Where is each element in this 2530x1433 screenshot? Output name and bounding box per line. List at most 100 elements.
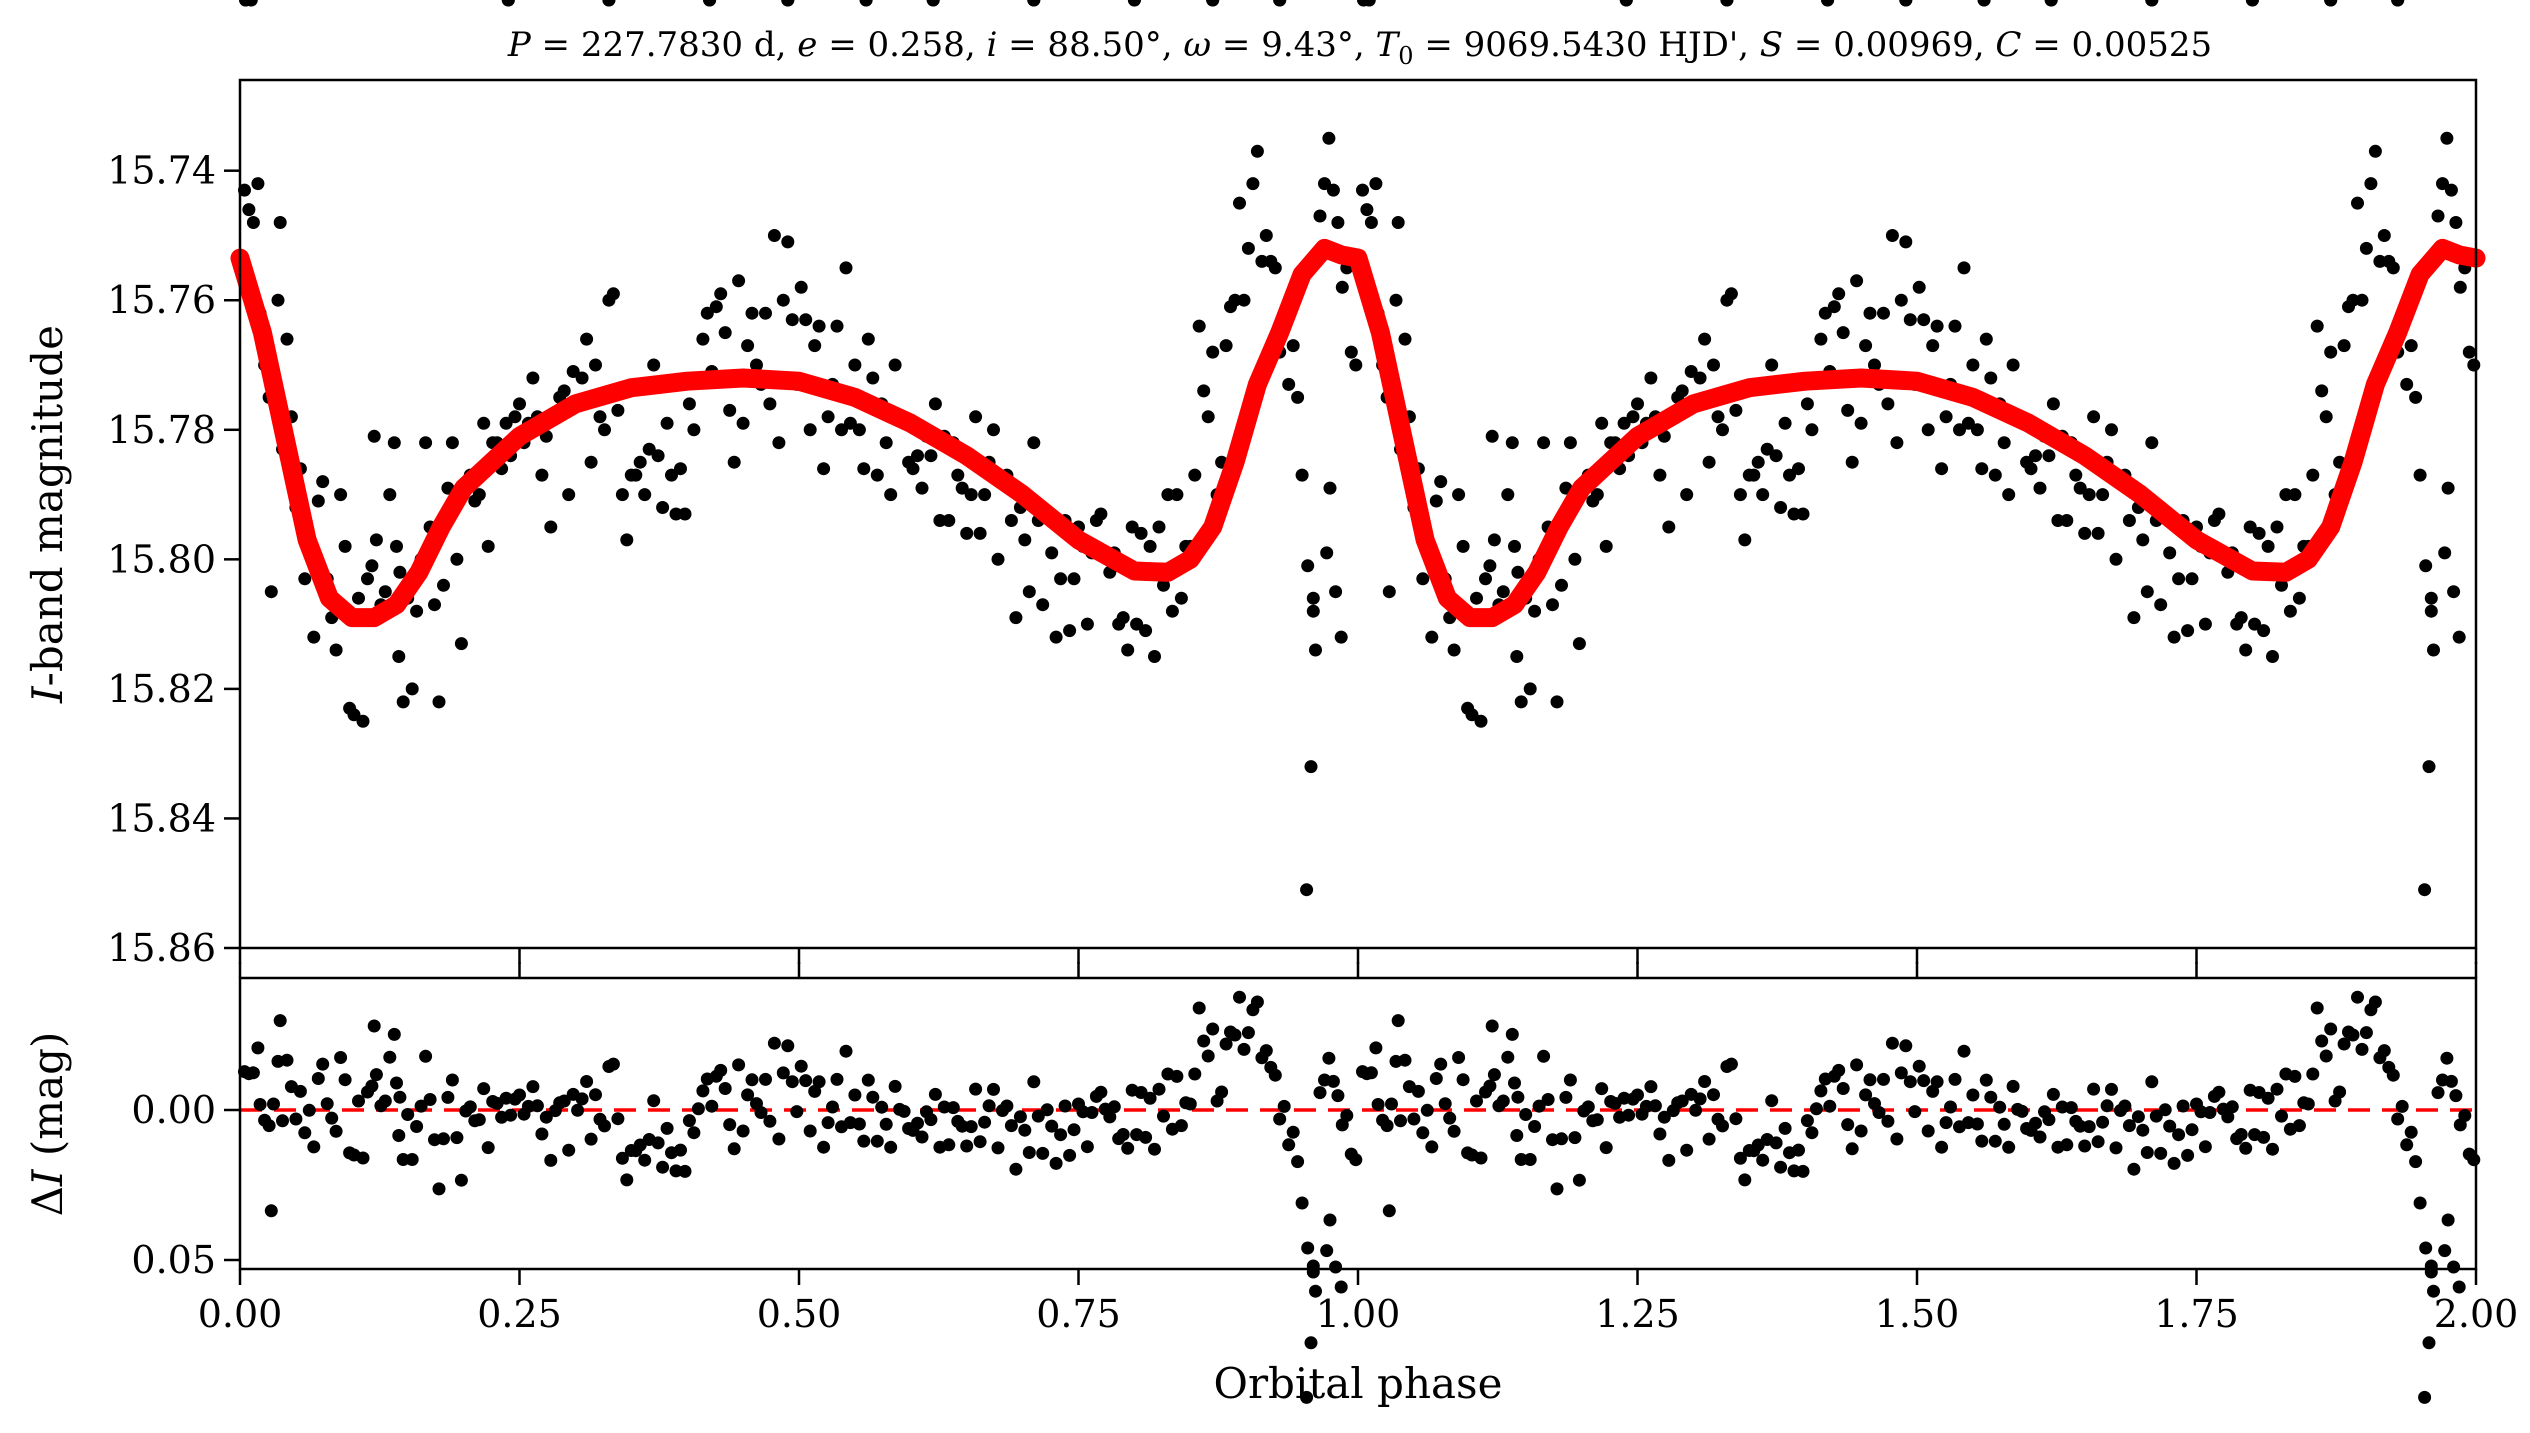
data-point (2351, 196, 2364, 210)
residual-point (2006, 1079, 2020, 1093)
data-point (718, 326, 732, 340)
residual-point (1391, 1014, 1405, 1028)
residual-point (1027, 0, 1041, 7)
residual-point (1291, 1155, 1305, 1169)
residual-point (1975, 1134, 1989, 1148)
data-point (2136, 533, 2150, 547)
data-point (2447, 585, 2461, 599)
y-tick-label: 15.76 (107, 278, 216, 322)
residual-point (1863, 1073, 1877, 1087)
residual-point (334, 1051, 348, 1064)
residual-point (767, 1036, 781, 1050)
residual-point (1823, 1099, 1837, 1113)
residual-point (1443, 1111, 1457, 1125)
residual-point (781, 1039, 795, 1053)
residual-point (2261, 1091, 2275, 1105)
residual-point (1877, 1072, 1890, 1086)
residual-point (264, 1204, 278, 1218)
residual-point (1121, 1141, 1135, 1155)
data-point (665, 468, 678, 482)
data-point (888, 358, 902, 372)
residual-point (356, 1151, 370, 1165)
x-tick-label: 1.00 (1316, 1292, 1401, 1336)
residual-point (1657, 1110, 1671, 1124)
residual-point (1733, 1151, 1747, 1165)
y-tick-label: 15.80 (107, 537, 216, 581)
residual-point (1988, 1134, 2002, 1148)
data-point (1881, 397, 1895, 411)
data-point (1796, 507, 1810, 521)
residual-point (1434, 1057, 1448, 1071)
data-point (1511, 565, 1525, 579)
residual-point (2413, 1196, 2427, 1210)
data-point (1827, 300, 1841, 314)
data-point (1568, 552, 1582, 566)
data-point (557, 384, 571, 398)
residual-point (1215, 1085, 1229, 1099)
data-point (2438, 546, 2452, 560)
residual-point (2212, 1085, 2226, 1099)
residual-point (1273, 0, 1287, 7)
residual-point (1085, 1106, 1099, 1119)
residual-point (2391, 1112, 2405, 1126)
residual-point (946, 1101, 960, 1115)
data-point (1877, 306, 1890, 320)
data-point (714, 287, 728, 301)
title-e-symbol: e (797, 25, 817, 65)
data-point (316, 475, 330, 489)
data-point (593, 410, 607, 424)
data-point (1890, 436, 1904, 450)
data-point (2355, 293, 2369, 307)
data-point (2373, 254, 2387, 268)
residual-point (1201, 1049, 1215, 1063)
data-point (2154, 598, 2168, 612)
residual-point (781, 0, 795, 7)
data-point (1590, 488, 1604, 502)
residual-point (794, 1059, 808, 1073)
residual-point (1957, 1044, 1971, 1058)
residual-point (325, 1111, 339, 1125)
data-point (2096, 488, 2110, 502)
data-point (1778, 416, 1792, 430)
residual-point (772, 1132, 786, 1146)
data-point (1747, 468, 1761, 482)
data-point (2319, 410, 2333, 424)
residual-point (1765, 1094, 1779, 1108)
data-point (1130, 617, 1144, 631)
residual-point (1022, 1146, 1036, 1159)
residual-point (1702, 1132, 1716, 1146)
data-point (1979, 332, 1993, 346)
data-point (973, 526, 987, 540)
data-point (580, 332, 594, 346)
data-point (1282, 377, 1296, 391)
residual-point (1836, 1082, 1850, 1095)
data-point (1320, 546, 1334, 560)
data-point (1707, 358, 1720, 372)
residual-point (1487, 1068, 1501, 1082)
data-point (1134, 526, 1148, 540)
residual-point (2319, 1049, 2333, 1063)
data-point (1300, 883, 1314, 897)
residual-point (1411, 1084, 1425, 1098)
data-point (1716, 423, 1729, 437)
residual-point (393, 1090, 407, 1104)
residual-point (1483, 1079, 1497, 1093)
data-point (1926, 339, 1940, 353)
residual-point (2109, 1141, 2123, 1155)
data-point (1036, 598, 1050, 612)
residual-point (387, 1027, 401, 1041)
data-point (1241, 241, 1255, 255)
data-point (687, 423, 701, 437)
residual-point (1908, 1105, 1922, 1119)
data-point (1483, 559, 1497, 573)
title-omega-symbol: ω (1183, 25, 1211, 65)
residual-point (1590, 1113, 1604, 1127)
residual-y-tick-label: 0.00 (131, 1088, 216, 1132)
data-point (1510, 650, 1524, 663)
residual-point (307, 1140, 321, 1154)
data-point (2279, 488, 2293, 502)
data-point (334, 488, 348, 502)
residual-point (1018, 1123, 1032, 1137)
residual-point (1979, 1073, 1993, 1087)
residual-point (826, 1100, 839, 1114)
